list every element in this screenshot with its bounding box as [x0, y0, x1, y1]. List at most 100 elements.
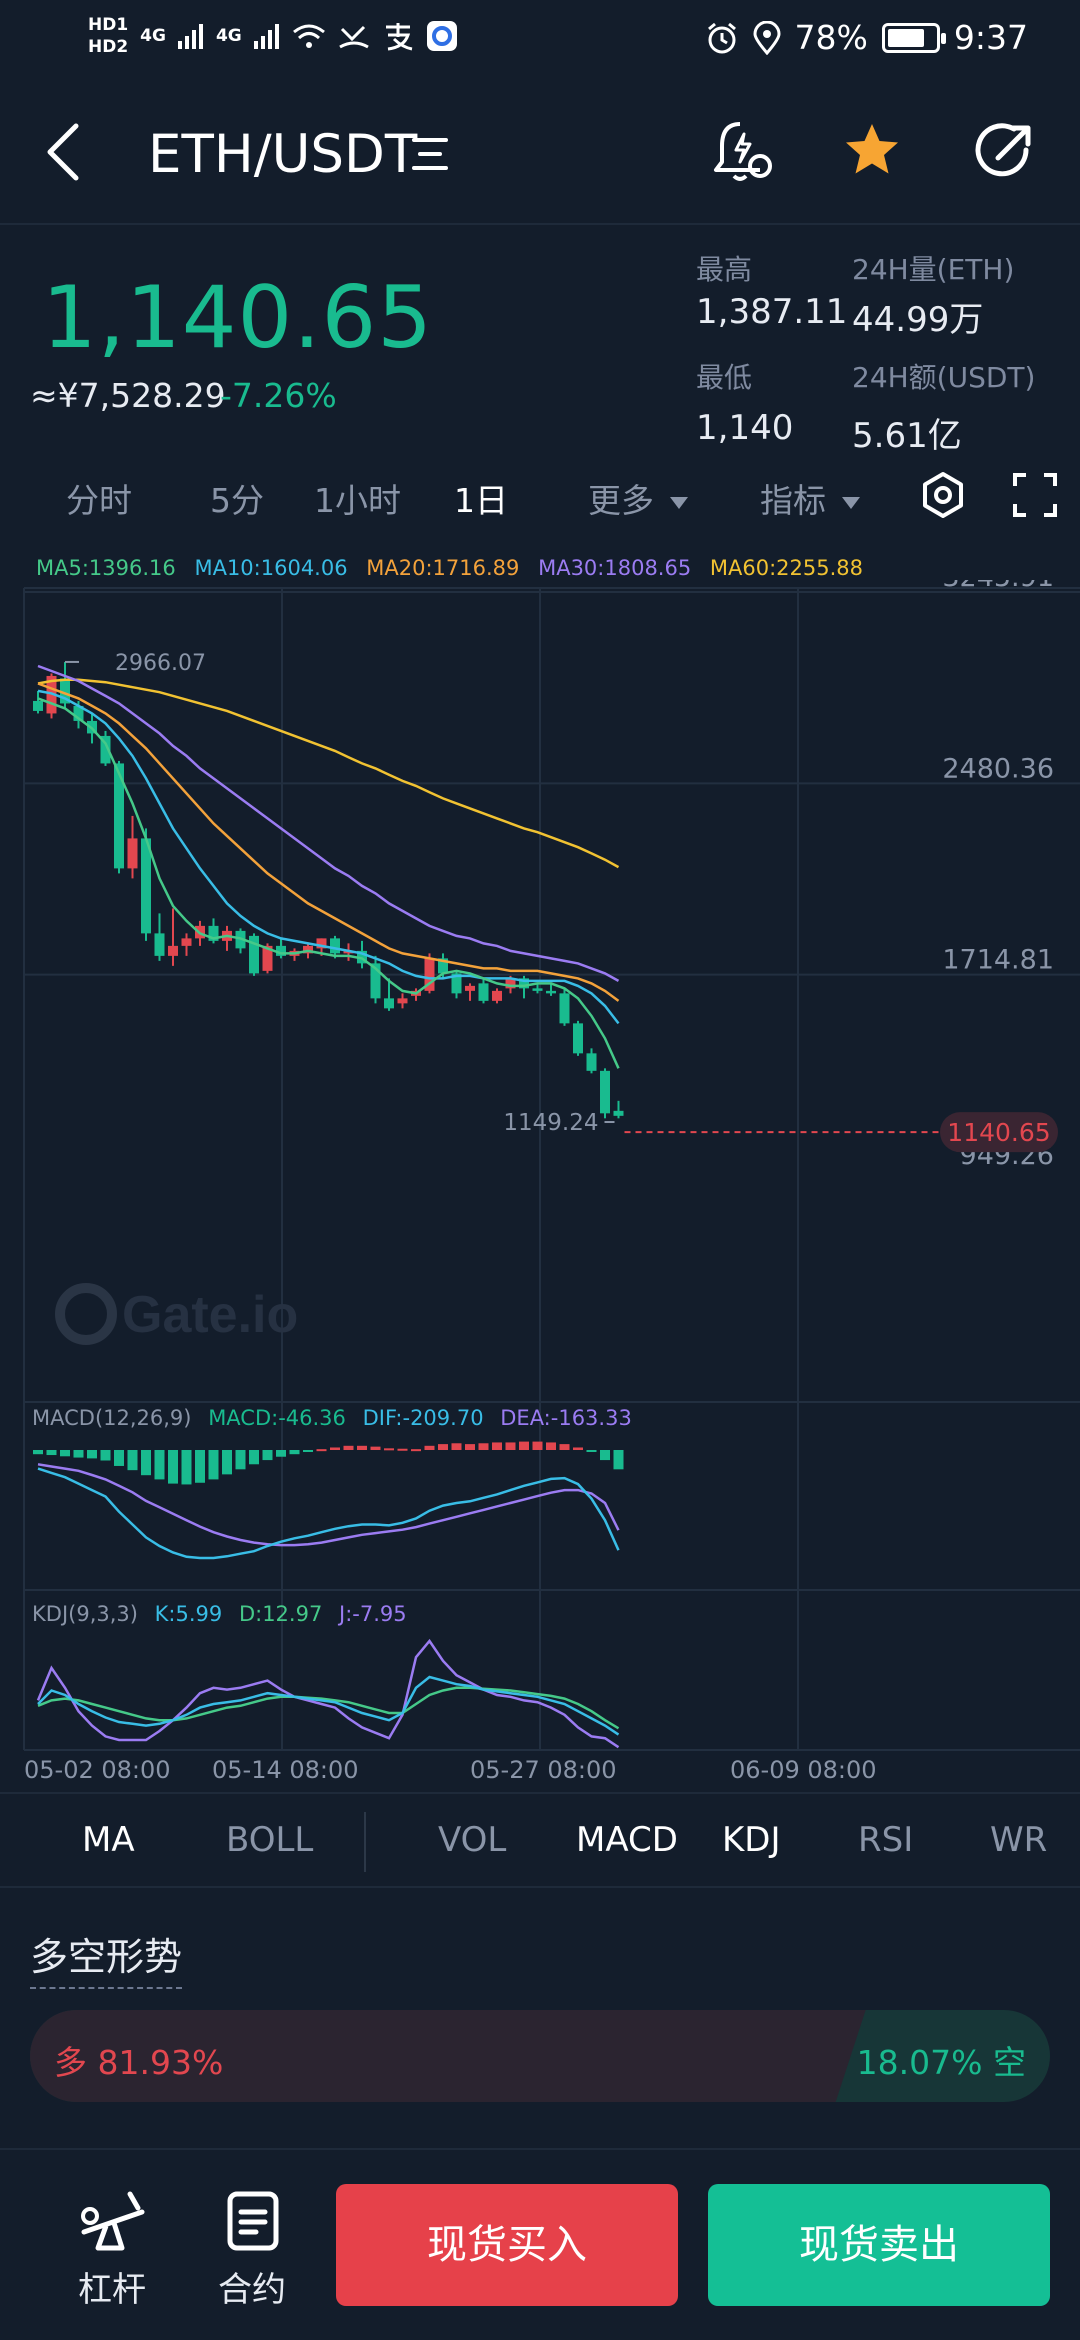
itab-wr[interactable]: WR [990, 1820, 1048, 1860]
y-tick-label: 1714.81 [942, 945, 1054, 976]
kline-chart[interactable]: Gate.io3245.912480.361714.81949.262966.0… [0, 580, 1080, 1790]
pair-list-icon[interactable] [410, 132, 450, 176]
macd-bar [60, 1450, 70, 1457]
clock: 9:37 [953, 18, 1028, 57]
x-axis-label: 06-09 08:00 [730, 1756, 877, 1784]
last-price-tag-label: 1140.65 [947, 1118, 1050, 1147]
tab-time-share[interactable]: 分时 [66, 481, 132, 520]
macd-bar [222, 1450, 232, 1475]
pair-title[interactable]: ETH/USDT [148, 124, 418, 185]
period-tabs: 分时 5分 1小时 1日 更多 指标 [0, 466, 1080, 530]
low-marker-label: 1149.24 [503, 1110, 598, 1136]
macd-bar [73, 1450, 84, 1458]
candle-body [519, 978, 529, 989]
candle-body [330, 938, 340, 954]
macd-bar [573, 1447, 583, 1450]
candle-body [100, 735, 111, 764]
macd-value-legend: MACD:-46.36 [208, 1406, 346, 1430]
indicators-chevron-down-icon [842, 496, 860, 509]
macd-bar [343, 1445, 354, 1450]
short-ratio-label: 18.07% 空 [856, 2043, 1026, 2082]
macd-bar [424, 1445, 435, 1450]
itab-ma[interactable]: MA [82, 1820, 135, 1860]
itab-kdj[interactable]: KDJ [722, 1820, 781, 1860]
dif-legend: DIF:-209.70 [362, 1406, 484, 1430]
macd-bar [316, 1449, 327, 1452]
fullscreen-icon[interactable] [1012, 472, 1058, 518]
candle-body [613, 1110, 624, 1116]
favorite-star-icon[interactable] [842, 120, 902, 180]
location-icon [753, 20, 781, 55]
long-short-title: 多空形势 [30, 1926, 183, 1989]
candle-body [33, 700, 43, 711]
more-chevron-down-icon [670, 496, 688, 509]
candle-body [465, 985, 475, 991]
itab-macd[interactable]: MACD [576, 1820, 678, 1860]
volume-value: 44.99万 [852, 300, 984, 340]
ma-legend: MA5:1396.16 MA10:1604.06 MA20:1716.89 MA… [36, 556, 875, 580]
itab-vol[interactable]: VOL [438, 1820, 507, 1860]
long-ratio-fill [30, 2010, 866, 2102]
candle-body [303, 945, 313, 954]
ma20-line [37, 682, 620, 1002]
alarm-icon [707, 22, 736, 53]
dea-legend: DEA:-163.33 [500, 1406, 632, 1430]
tab-1day[interactable]: 1日 [454, 481, 508, 520]
macd-bar [249, 1450, 259, 1465]
ma60-legend: MA60:2255.88 [709, 556, 864, 580]
macd-bar [532, 1441, 543, 1450]
macd-bar [370, 1446, 381, 1450]
contract-label: 合约 [218, 2270, 286, 2310]
itab-boll[interactable]: BOLL [226, 1820, 314, 1860]
amount-label: 24H额(USDT) [852, 361, 1036, 394]
macd-bar [330, 1447, 340, 1450]
low-value: 1,140 [696, 408, 794, 448]
indicator-tabs: MA BOLL VOL MACD KDJ RSI WR [0, 1792, 1080, 1888]
contract-document-icon [227, 2191, 279, 2251]
tab-indicators[interactable]: 指标 [760, 474, 860, 522]
ma10-legend: MA10:1604.06 [194, 556, 348, 580]
spot-buy-button[interactable]: 现货买入 [336, 2184, 678, 2306]
share-icon[interactable] [974, 120, 1036, 182]
ma10-line [37, 689, 620, 1025]
candle-body [276, 945, 286, 956]
candle-body [478, 983, 489, 1001]
leverage-label: 杠杆 [78, 2270, 146, 2310]
candle-body [397, 998, 408, 1004]
macd-bar [505, 1442, 516, 1450]
macd-bar [235, 1450, 246, 1470]
macd-legend: MACD(12,26,9) MACD:-46.36 DIF:-209.70 DE… [32, 1406, 642, 1430]
candle-body [438, 958, 448, 974]
macd-bar [276, 1450, 286, 1457]
tab-5min[interactable]: 5分 [210, 481, 264, 520]
macd-bar [465, 1444, 475, 1450]
tab-1hour[interactable]: 1小时 [314, 481, 401, 520]
candle-body [154, 933, 165, 956]
tab-more[interactable]: 更多 [588, 474, 688, 522]
network2-label: 4G [215, 26, 242, 46]
kdj-legend: KDJ(9,3,3) K:5.99 D:12.97 J:-7.95 [32, 1602, 417, 1626]
chart-settings-hexagon-icon[interactable] [918, 470, 968, 520]
candle-body [492, 990, 502, 1001]
battery-icon [881, 22, 946, 53]
app-notification-icon [426, 21, 457, 51]
price-alert-icon[interactable] [710, 118, 774, 184]
tab-more-label: 更多 [588, 481, 654, 520]
candle-body [316, 938, 327, 949]
candle-body [114, 763, 124, 869]
macd-bar [195, 1450, 205, 1483]
high-marker-label: 2966.07 [115, 651, 206, 676]
macd-bar [411, 1449, 421, 1452]
spot-sell-button[interactable]: 现货卖出 [708, 2184, 1050, 2306]
long-ratio-label: 多 81.93% [54, 2043, 224, 2082]
candle-body [559, 993, 570, 1024]
kdj-legend-name: KDJ(9,3,3) [32, 1602, 138, 1626]
itab-rsi[interactable]: RSI [858, 1820, 914, 1860]
back-arrow-icon[interactable] [40, 120, 96, 184]
candle-body [127, 838, 138, 869]
macd-bar [519, 1441, 529, 1450]
network1-label: 4G [140, 26, 166, 46]
x-axis-label: 05-27 08:00 [470, 1756, 617, 1784]
candle-body [586, 1053, 597, 1071]
macd-bar [451, 1443, 462, 1450]
